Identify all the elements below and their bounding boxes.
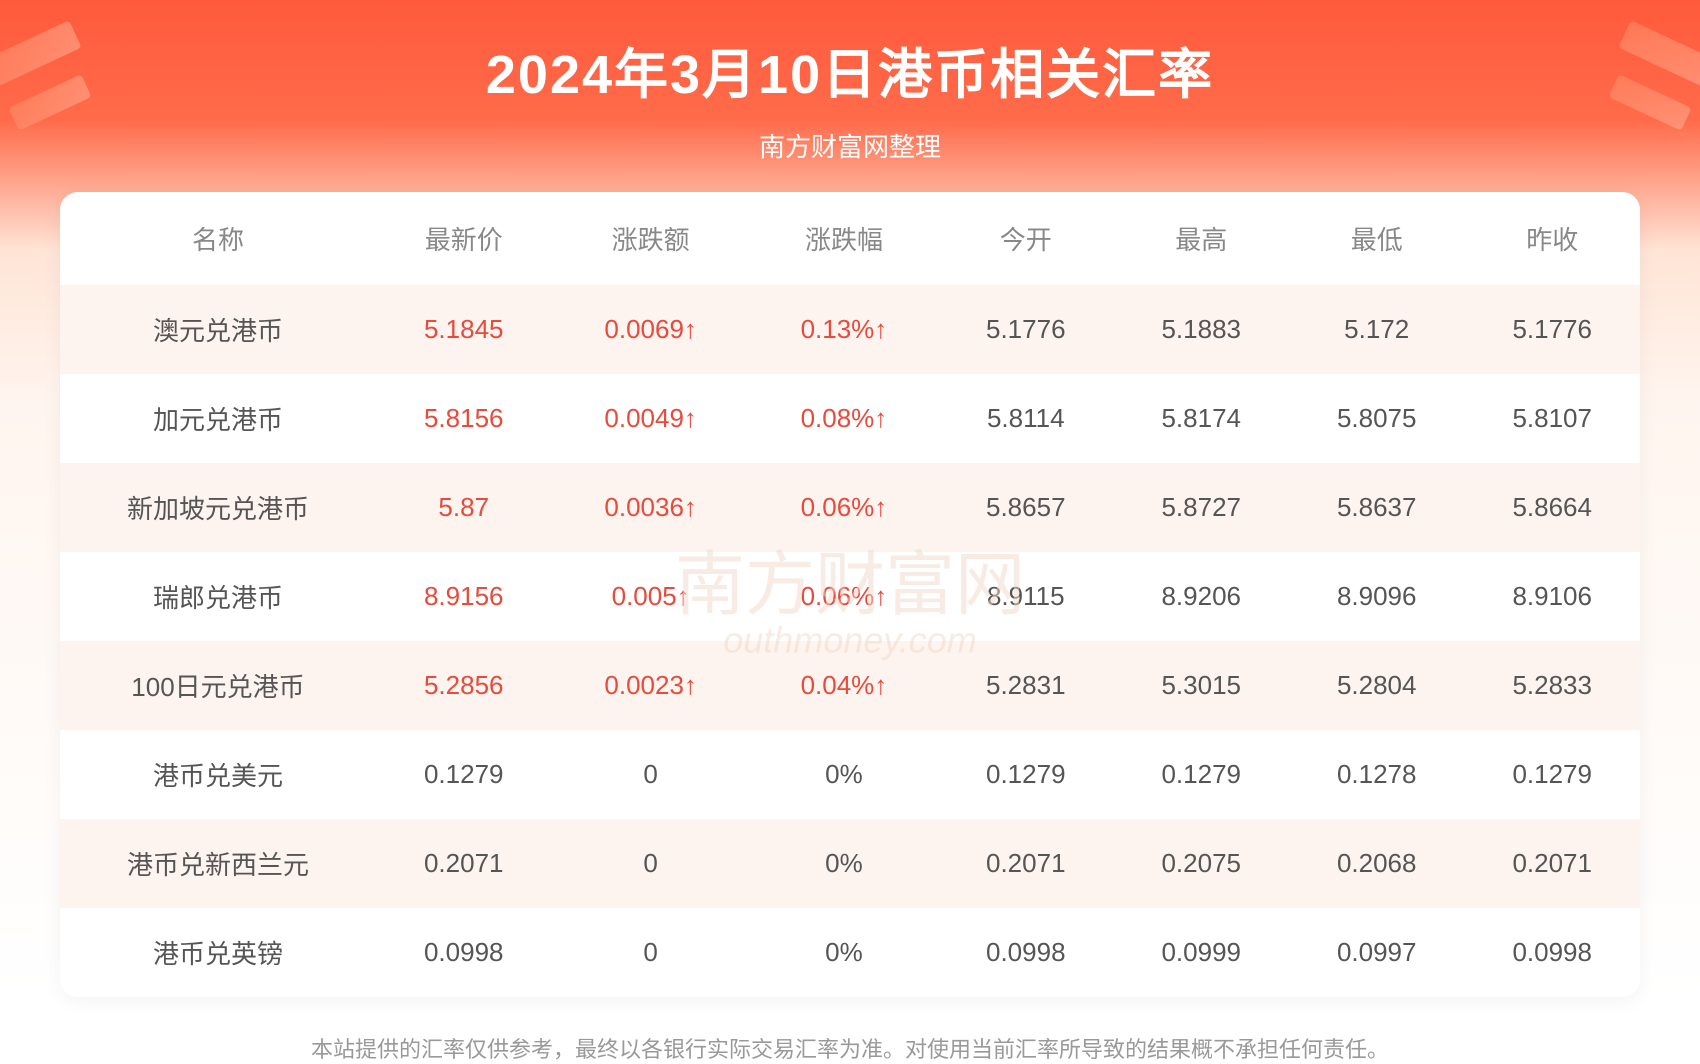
- cell-high: 0.2075: [1114, 819, 1289, 908]
- cell-pct: 0%: [750, 819, 938, 908]
- cell-latest: 0.1279: [376, 730, 551, 819]
- cell-low: 5.172: [1289, 285, 1464, 374]
- cell-name: 港币兑新西兰元: [60, 819, 376, 908]
- col-latest: 最新价: [376, 192, 551, 285]
- cell-change: 0.0023↑: [551, 641, 749, 730]
- cell-pct: 0.04%↑: [750, 641, 938, 730]
- table-row: 澳元兑港币5.18450.0069↑0.13%↑5.17765.18835.17…: [60, 285, 1640, 374]
- cell-latest: 5.2856: [376, 641, 551, 730]
- cell-open: 0.2071: [938, 819, 1113, 908]
- cell-name: 瑞郎兑港币: [60, 552, 376, 641]
- cell-open: 5.8114: [938, 374, 1113, 463]
- cell-prev: 5.1776: [1464, 285, 1640, 374]
- table-row: 港币兑新西兰元0.207100%0.20710.20750.20680.2071: [60, 819, 1640, 908]
- cell-name: 加元兑港币: [60, 374, 376, 463]
- table-row: 港币兑美元0.127900%0.12790.12790.12780.1279: [60, 730, 1640, 819]
- cell-pct: 0.06%↑: [750, 463, 938, 552]
- cell-change: 0.0069↑: [551, 285, 749, 374]
- disclaimer: 本站提供的汇率仅供参考，最终以各银行实际交易汇率为准。对使用当前汇率所导致的结果…: [60, 1032, 1640, 1064]
- rates-table-wrap: 南方财富网 outhmoney.com 名称 最新价 涨跌额 涨跌幅 今开 最高…: [60, 192, 1640, 997]
- table-row: 加元兑港币5.81560.0049↑0.08%↑5.81145.81745.80…: [60, 374, 1640, 463]
- cell-prev: 0.0998: [1464, 908, 1640, 997]
- cell-high: 8.9206: [1114, 552, 1289, 641]
- col-low: 最低: [1289, 192, 1464, 285]
- cell-low: 0.2068: [1289, 819, 1464, 908]
- cell-change: 0: [551, 819, 749, 908]
- rates-body: 澳元兑港币5.18450.0069↑0.13%↑5.17765.18835.17…: [60, 285, 1640, 997]
- page-title: 2024年3月10日港币相关汇率: [60, 30, 1640, 109]
- cell-prev: 0.2071: [1464, 819, 1640, 908]
- cell-low: 5.8075: [1289, 374, 1464, 463]
- cell-latest: 5.8156: [376, 374, 551, 463]
- col-open: 今开: [938, 192, 1113, 285]
- cell-high: 0.1279: [1114, 730, 1289, 819]
- col-change: 涨跌额: [551, 192, 749, 285]
- cell-name: 澳元兑港币: [60, 285, 376, 374]
- cell-change: 0: [551, 908, 749, 997]
- cell-change: 0.0049↑: [551, 374, 749, 463]
- cell-low: 0.1278: [1289, 730, 1464, 819]
- table-row: 瑞郎兑港币8.91560.005↑0.06%↑8.91158.92068.909…: [60, 552, 1640, 641]
- cell-open: 0.0998: [938, 908, 1113, 997]
- col-name: 名称: [60, 192, 376, 285]
- cell-latest: 0.0998: [376, 908, 551, 997]
- cell-open: 5.2831: [938, 641, 1113, 730]
- cell-high: 5.8174: [1114, 374, 1289, 463]
- cell-pct: 0%: [750, 908, 938, 997]
- table-row: 新加坡元兑港币5.870.0036↑0.06%↑5.86575.87275.86…: [60, 463, 1640, 552]
- cell-name: 新加坡元兑港币: [60, 463, 376, 552]
- cell-latest: 5.1845: [376, 285, 551, 374]
- cell-change: 0: [551, 730, 749, 819]
- col-pct: 涨跌幅: [750, 192, 938, 285]
- cell-open: 5.1776: [938, 285, 1113, 374]
- cell-name: 港币兑美元: [60, 730, 376, 819]
- cell-open: 0.1279: [938, 730, 1113, 819]
- cell-prev: 5.8664: [1464, 463, 1640, 552]
- cell-low: 8.9096: [1289, 552, 1464, 641]
- cell-prev: 5.8107: [1464, 374, 1640, 463]
- cell-high: 0.0999: [1114, 908, 1289, 997]
- cell-high: 5.1883: [1114, 285, 1289, 374]
- cell-pct: 0.13%↑: [750, 285, 938, 374]
- cell-open: 8.9115: [938, 552, 1113, 641]
- table-header-row: 名称 最新价 涨跌额 涨跌幅 今开 最高 最低 昨收: [60, 192, 1640, 285]
- cell-latest: 8.9156: [376, 552, 551, 641]
- cell-name: 港币兑英镑: [60, 908, 376, 997]
- table-row: 港币兑英镑0.099800%0.09980.09990.09970.0998: [60, 908, 1640, 997]
- cell-pct: 0.06%↑: [750, 552, 938, 641]
- cell-low: 5.8637: [1289, 463, 1464, 552]
- cell-open: 5.8657: [938, 463, 1113, 552]
- table-row: 100日元兑港币5.28560.0023↑0.04%↑5.28315.30155…: [60, 641, 1640, 730]
- cell-prev: 0.1279: [1464, 730, 1640, 819]
- col-high: 最高: [1114, 192, 1289, 285]
- col-prev: 昨收: [1464, 192, 1640, 285]
- cell-name: 100日元兑港币: [60, 641, 376, 730]
- rates-table: 名称 最新价 涨跌额 涨跌幅 今开 最高 最低 昨收 澳元兑港币5.18450.…: [60, 192, 1640, 997]
- cell-pct: 0.08%↑: [750, 374, 938, 463]
- cell-latest: 0.2071: [376, 819, 551, 908]
- cell-pct: 0%: [750, 730, 938, 819]
- cell-prev: 5.2833: [1464, 641, 1640, 730]
- cell-latest: 5.87: [376, 463, 551, 552]
- page-container: 2024年3月10日港币相关汇率 南方财富网整理 南方财富网 outhmoney…: [0, 0, 1700, 1000]
- cell-change: 0.0036↑: [551, 463, 749, 552]
- page-subtitle: 南方财富网整理: [60, 127, 1640, 164]
- cell-low: 0.0997: [1289, 908, 1464, 997]
- cell-low: 5.2804: [1289, 641, 1464, 730]
- cell-high: 5.3015: [1114, 641, 1289, 730]
- cell-high: 5.8727: [1114, 463, 1289, 552]
- cell-change: 0.005↑: [551, 552, 749, 641]
- cell-prev: 8.9106: [1464, 552, 1640, 641]
